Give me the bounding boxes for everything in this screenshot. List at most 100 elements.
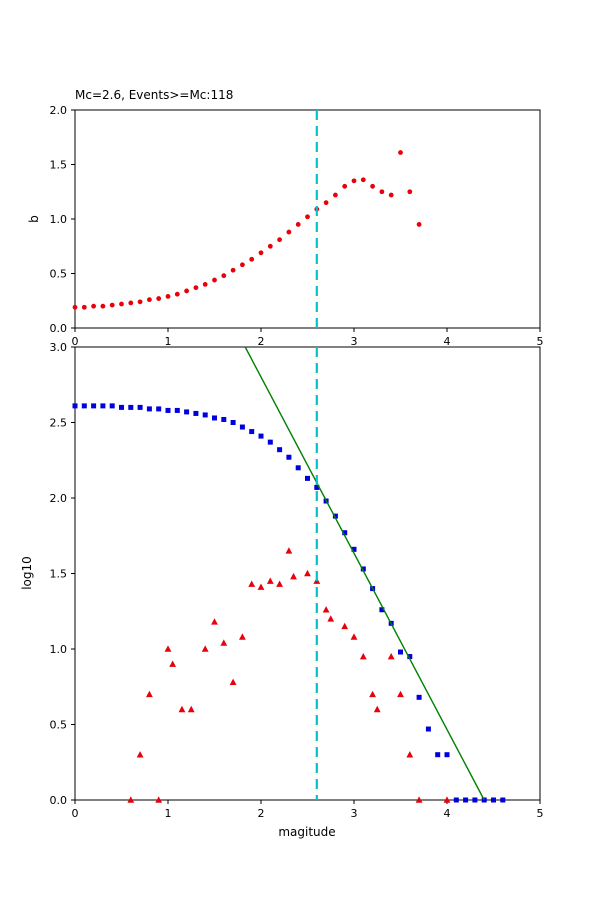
noncumulative-count-triangles-point — [290, 572, 297, 580]
cumulative-count-squares-point — [109, 403, 115, 409]
noncumulative-count-triangles-point — [443, 796, 451, 803]
noncumulative-count-triangles-point — [341, 622, 349, 630]
x-tick-label: 5 — [537, 807, 544, 820]
noncumulative-count-triangles-point — [397, 690, 404, 698]
noncumulative-count-triangles-point — [415, 796, 423, 803]
cumulative-count-squares-point — [351, 546, 357, 552]
noncumulative-count-triangles-point — [322, 606, 330, 613]
cumulative-count-squares-point — [277, 447, 283, 453]
y-tick-label: 3.0 — [50, 341, 68, 354]
cumulative-count-squares-point — [100, 403, 106, 409]
b-value-dots-point — [249, 256, 255, 262]
b-value-dots-point — [91, 303, 96, 309]
cumulative-count-squares-point — [174, 407, 180, 413]
b-value-dots-point — [286, 229, 292, 235]
noncumulative-count-triangles-point — [276, 580, 283, 587]
cumulative-count-squares-point — [239, 424, 245, 430]
cumulative-count-squares-point — [249, 429, 255, 435]
noncumulative-count-triangles-point — [136, 751, 144, 758]
cumulative-count-squares-point — [305, 475, 310, 481]
y-tick-label: 0.0 — [50, 794, 68, 807]
b-value-dots-point — [230, 267, 236, 273]
cumulative-count-squares-point — [407, 654, 413, 660]
cumulative-count-squares-point — [435, 752, 441, 758]
b-value-dots-point — [370, 183, 375, 189]
cumulative-count-squares-point — [444, 752, 450, 758]
cumulative-count-squares-point — [491, 797, 496, 803]
b-value-dots-point — [258, 250, 264, 256]
cumulative-count-squares-point — [500, 797, 506, 803]
x-tick-label: 1 — [165, 807, 172, 820]
cumulative-count-squares-point — [230, 420, 236, 425]
cumulative-count-squares-point — [379, 607, 385, 613]
x-tick-label: 4 — [444, 335, 451, 348]
cumulative-count-squares-point — [267, 439, 273, 445]
b-value-dots-point — [360, 177, 366, 183]
noncumulative-count-triangles-point — [164, 645, 172, 652]
b-value-dots-point — [202, 282, 208, 287]
top-plot-axes: 0 1 2 3 4 5 0.0 0.5 1.0 1.5 2.0 — [50, 104, 544, 348]
cumulative-count-squares-point — [119, 404, 124, 410]
b-value-dots-point — [137, 299, 143, 305]
x-tick-label: 2 — [258, 807, 265, 820]
x-tick-label: 0 — [72, 807, 79, 820]
top-plot-title: Mc=2.6, Events>=Mc:118 — [75, 88, 233, 102]
b-value-dots-point — [165, 293, 171, 299]
y-tick-label: 1.0 — [50, 643, 68, 656]
y-tick-label: 0.5 — [50, 268, 68, 281]
b-value-dots-point — [323, 200, 329, 206]
cumulative-count-squares-point — [165, 407, 171, 413]
b-value-dots-point — [305, 214, 310, 220]
b-value-dots-point — [184, 288, 190, 294]
cumulative-count-squares-point — [314, 484, 320, 490]
y-tick-label: 2.5 — [50, 417, 68, 430]
b-value-dots-point — [388, 192, 394, 198]
b-value-dots-point — [128, 300, 134, 306]
bottom-plot-axes: 0 1 2 3 4 5 0.0 0.5 1.0 1.5 2.0 2.5 3.0 — [50, 341, 544, 820]
cumulative-count-squares-point — [72, 403, 78, 409]
cumulative-count-squares-point — [258, 433, 264, 439]
cumulative-count-squares-point — [332, 513, 338, 519]
noncumulative-count-triangles-point — [169, 660, 177, 667]
b-value-dots-point — [81, 304, 87, 310]
b-value-dots-point — [156, 296, 162, 301]
b-value-dots-point — [221, 273, 227, 279]
noncumulative-count-triangles-point — [229, 678, 237, 686]
y-tick-label: 0.5 — [50, 719, 68, 732]
cumulative-count-squares-point — [81, 403, 87, 409]
noncumulative-count-triangles-point — [257, 583, 265, 590]
noncumulative-count-triangles-point — [285, 547, 293, 554]
bottom-plot-xlabel: magitude — [278, 825, 335, 839]
cumulative-count-squares-point — [91, 403, 97, 409]
b-value-dots-point — [174, 291, 180, 297]
noncumulative-count-triangles-point — [201, 645, 209, 652]
cumulative-count-squares-point — [416, 694, 422, 700]
noncumulative-count-triangles-point — [266, 577, 274, 584]
b-value-dots-point — [379, 189, 385, 195]
cumulative-count-squares-point — [202, 412, 208, 418]
b-value-dots-point — [212, 277, 217, 283]
cumulative-count-squares-point — [463, 797, 469, 803]
b-value-dots-point — [416, 222, 422, 227]
b-value-dots-point — [398, 150, 403, 155]
top-plot-ylabel: b — [27, 215, 41, 223]
gutenberg-richter-fit-line — [244, 346, 485, 801]
noncumulative-count-triangles-point — [373, 705, 381, 713]
noncumulative-count-triangles-point — [239, 633, 246, 640]
x-tick-label: 3 — [351, 807, 358, 820]
bottom-plot-ylabel: log10 — [20, 556, 34, 590]
cumulative-count-squares-point — [193, 410, 199, 416]
noncumulative-count-triangles-point — [304, 569, 311, 577]
y-tick-label: 1.5 — [50, 159, 68, 172]
y-tick-label: 2.0 — [50, 104, 68, 117]
y-tick-label: 2.0 — [50, 492, 68, 505]
y-tick-label: 1.5 — [50, 568, 68, 581]
cumulative-count-squares-point — [156, 406, 162, 412]
b-value-dots-point — [109, 302, 115, 308]
cumulative-count-squares-point — [184, 409, 190, 415]
x-tick-label: 5 — [537, 335, 544, 348]
b-value-dots-point — [267, 243, 273, 249]
cumulative-count-squares-point — [425, 726, 431, 732]
